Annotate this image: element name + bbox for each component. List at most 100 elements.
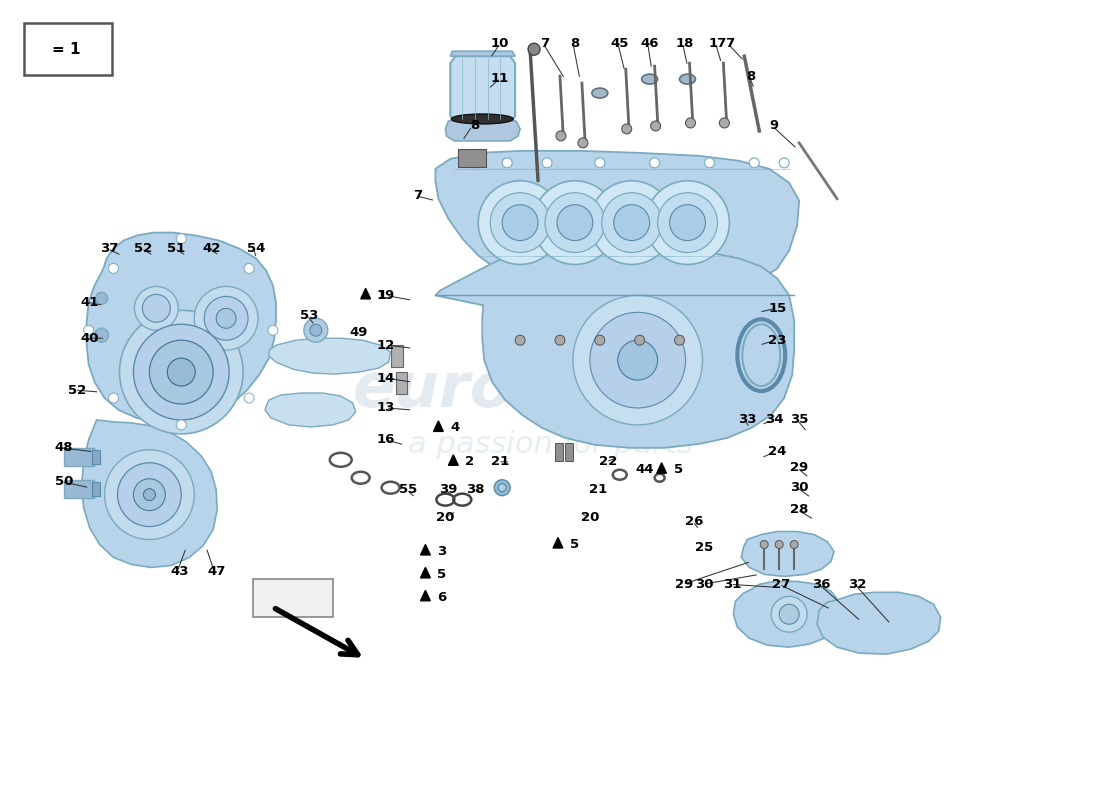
Text: 15: 15: [768, 302, 786, 315]
Text: 34: 34: [764, 414, 783, 426]
Text: 12: 12: [376, 338, 395, 352]
Text: 8: 8: [471, 119, 480, 133]
Polygon shape: [433, 421, 443, 431]
Circle shape: [618, 340, 658, 380]
Circle shape: [471, 158, 481, 168]
Text: 29: 29: [790, 462, 808, 474]
Text: 35: 35: [790, 414, 808, 426]
Text: 29: 29: [675, 578, 694, 591]
Polygon shape: [446, 121, 520, 141]
Circle shape: [268, 326, 278, 335]
Circle shape: [134, 286, 178, 330]
Text: 40: 40: [80, 332, 99, 345]
Text: 2: 2: [465, 455, 474, 468]
Bar: [390, 345, 403, 367]
Text: 10: 10: [491, 37, 509, 50]
Text: 7: 7: [540, 37, 550, 50]
Ellipse shape: [451, 114, 513, 124]
Text: 11: 11: [491, 72, 509, 85]
Circle shape: [556, 335, 565, 345]
Circle shape: [578, 138, 587, 148]
Text: 23: 23: [768, 334, 786, 346]
Polygon shape: [657, 462, 667, 474]
Circle shape: [310, 324, 322, 336]
Text: 53: 53: [299, 309, 318, 322]
Circle shape: [217, 308, 236, 328]
Polygon shape: [270, 338, 390, 374]
Circle shape: [133, 478, 165, 510]
Circle shape: [478, 181, 562, 265]
Circle shape: [133, 324, 229, 420]
Text: 24: 24: [768, 446, 786, 458]
Circle shape: [771, 596, 807, 632]
Circle shape: [244, 263, 254, 274]
Bar: [253, 579, 333, 618]
Circle shape: [685, 118, 695, 128]
Text: 4: 4: [450, 422, 460, 434]
Text: 7: 7: [725, 37, 734, 50]
Circle shape: [557, 205, 593, 241]
Text: 26: 26: [685, 515, 704, 528]
Circle shape: [542, 158, 552, 168]
Text: 5: 5: [570, 538, 579, 551]
Circle shape: [244, 393, 254, 403]
Text: 47: 47: [207, 565, 226, 578]
Circle shape: [176, 234, 186, 243]
Circle shape: [95, 328, 109, 342]
Text: 18: 18: [675, 37, 694, 50]
Text: 22: 22: [598, 455, 617, 468]
Polygon shape: [420, 590, 430, 601]
Text: 55: 55: [399, 483, 418, 496]
Circle shape: [176, 420, 186, 430]
Circle shape: [503, 205, 538, 241]
Circle shape: [534, 181, 617, 265]
Circle shape: [118, 462, 182, 526]
Polygon shape: [741, 531, 834, 576]
Text: 48: 48: [54, 442, 73, 454]
Text: 27: 27: [772, 578, 790, 591]
Text: 39: 39: [439, 483, 458, 496]
Text: 20: 20: [581, 511, 600, 524]
Circle shape: [602, 193, 661, 253]
Text: a passion for parts: a passion for parts: [408, 430, 692, 459]
Text: 28: 28: [790, 503, 808, 516]
Circle shape: [670, 205, 705, 241]
Text: 21: 21: [491, 455, 509, 468]
Text: 14: 14: [376, 371, 395, 385]
Polygon shape: [436, 151, 799, 298]
FancyBboxPatch shape: [24, 23, 111, 75]
Circle shape: [776, 541, 783, 549]
Bar: [565, 443, 573, 461]
Text: 20: 20: [437, 511, 454, 524]
Circle shape: [595, 335, 605, 345]
Polygon shape: [265, 393, 355, 427]
Circle shape: [646, 181, 729, 265]
Polygon shape: [81, 420, 217, 567]
Circle shape: [528, 43, 540, 55]
Circle shape: [494, 480, 510, 496]
Text: 51: 51: [167, 242, 186, 255]
Circle shape: [590, 312, 685, 408]
Text: 54: 54: [246, 242, 265, 255]
Polygon shape: [420, 545, 430, 555]
Text: 5: 5: [438, 568, 447, 581]
Text: 3: 3: [438, 545, 447, 558]
Polygon shape: [817, 592, 940, 654]
Text: = 1: = 1: [52, 42, 80, 57]
Circle shape: [143, 489, 155, 501]
Ellipse shape: [680, 74, 695, 84]
Circle shape: [650, 158, 660, 168]
Circle shape: [120, 310, 243, 434]
Polygon shape: [553, 538, 563, 548]
Circle shape: [205, 296, 249, 340]
Text: 16: 16: [376, 434, 395, 446]
Circle shape: [109, 263, 119, 274]
Text: 30: 30: [695, 578, 714, 591]
Text: 37: 37: [100, 242, 119, 255]
Text: 7: 7: [412, 190, 422, 202]
Circle shape: [658, 193, 717, 253]
Text: 17: 17: [708, 37, 726, 50]
Polygon shape: [734, 582, 842, 647]
Circle shape: [491, 193, 550, 253]
Circle shape: [595, 158, 605, 168]
